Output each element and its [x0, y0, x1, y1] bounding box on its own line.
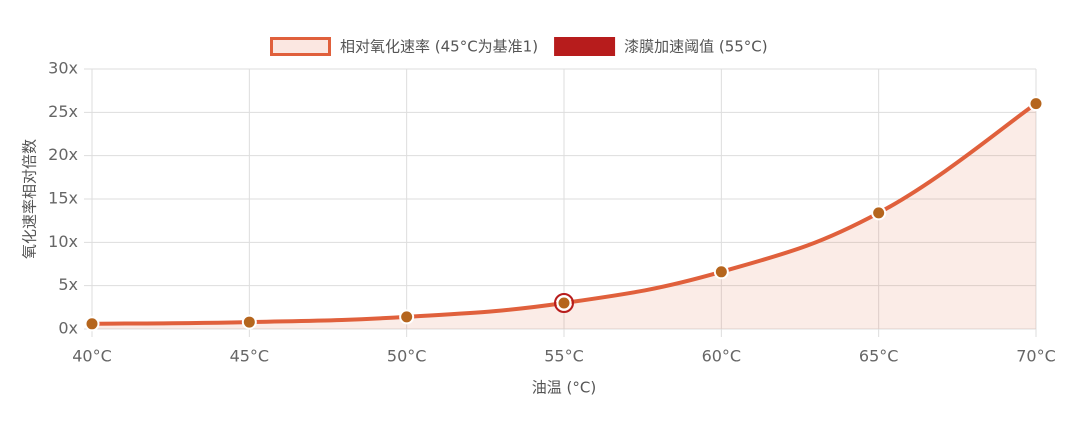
x-tick-label: 50°C: [387, 347, 427, 366]
y-tick-label: 0x: [58, 319, 78, 338]
threshold-point: [554, 293, 574, 313]
point: [399, 309, 415, 325]
point: [241, 314, 257, 330]
x-tick-label: 40°C: [72, 347, 112, 366]
x-axis-title: 油温 (°C): [532, 379, 596, 397]
x-tick-label: 60°C: [702, 347, 742, 366]
y-tick-label: 20x: [48, 145, 78, 164]
y-tick-label: 30x: [48, 59, 78, 78]
point: [556, 295, 572, 311]
y-tick-label: 15x: [48, 189, 78, 208]
legend-label: 漆膜加速阈值 (55°C): [624, 38, 768, 56]
point: [1028, 96, 1044, 112]
x-tick-label: 45°C: [230, 347, 270, 366]
area: [92, 103, 1036, 330]
x-tick-label: 55°C: [544, 347, 584, 366]
y-tick-label: 5x: [58, 275, 78, 294]
legend-label: 相对氧化速率 (45°C为基准1): [340, 38, 538, 56]
point: [713, 264, 729, 280]
legend-swatch: [554, 37, 616, 56]
point: [871, 205, 887, 221]
point: [84, 316, 100, 332]
x-tick-label: 65°C: [859, 347, 899, 366]
y-axis-title: 氧化速率相对倍数: [21, 139, 39, 259]
y-tick-label: 25x: [48, 102, 78, 121]
x-tick-label: 70°C: [1016, 347, 1056, 366]
y-tick-label: 10x: [48, 232, 78, 251]
legend-swatch: [270, 37, 331, 56]
